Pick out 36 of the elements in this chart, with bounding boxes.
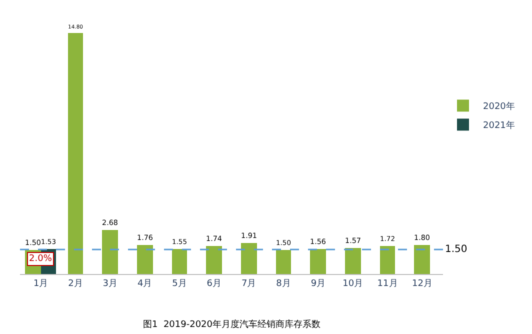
bar — [68, 33, 83, 274]
annotation: 2.0% — [29, 254, 52, 264]
data-label: 2.68 — [102, 218, 118, 227]
x-tick-label: 12月 — [412, 278, 432, 289]
x-tick-label: 4月 — [137, 278, 152, 289]
data-label: 1.76 — [137, 232, 154, 242]
caption: 图1 2019-2020年月度汽车经销商库存系数 — [143, 319, 321, 330]
legend-label: 2020年 — [483, 101, 515, 112]
data-label: 1.91 — [241, 230, 257, 240]
legend-label: 2021年 — [483, 120, 515, 132]
bar — [172, 249, 187, 274]
bar — [137, 245, 153, 274]
x-tick-label: 2月 — [68, 278, 83, 289]
bar — [345, 248, 361, 274]
x-tick-label: 7月 — [241, 278, 256, 289]
data-label: 1.56 — [310, 236, 326, 246]
bar — [310, 249, 326, 274]
x-tick-label: 1月 — [33, 278, 48, 289]
data-label: 1.80 — [414, 232, 430, 242]
data-label: 1.50 — [25, 238, 42, 247]
bar — [276, 250, 291, 274]
data-label: 1.57 — [345, 236, 361, 245]
bar — [241, 243, 257, 274]
x-tick-label: 11月 — [377, 278, 398, 289]
x-tick-label: 8月 — [276, 278, 291, 289]
x-tick-label: 10月 — [342, 278, 364, 289]
x-tick-label: 9月 — [310, 278, 326, 289]
data-label: 1.74 — [206, 234, 222, 243]
bar — [380, 246, 395, 274]
x-tick-label: 6月 — [206, 278, 222, 289]
bar — [414, 245, 430, 274]
bar — [102, 230, 118, 274]
x-tick-label: 3月 — [102, 278, 118, 289]
bar — [206, 246, 222, 274]
ref-line-label: 1.50 — [445, 244, 468, 255]
x-tick-label: 5月 — [172, 278, 187, 289]
